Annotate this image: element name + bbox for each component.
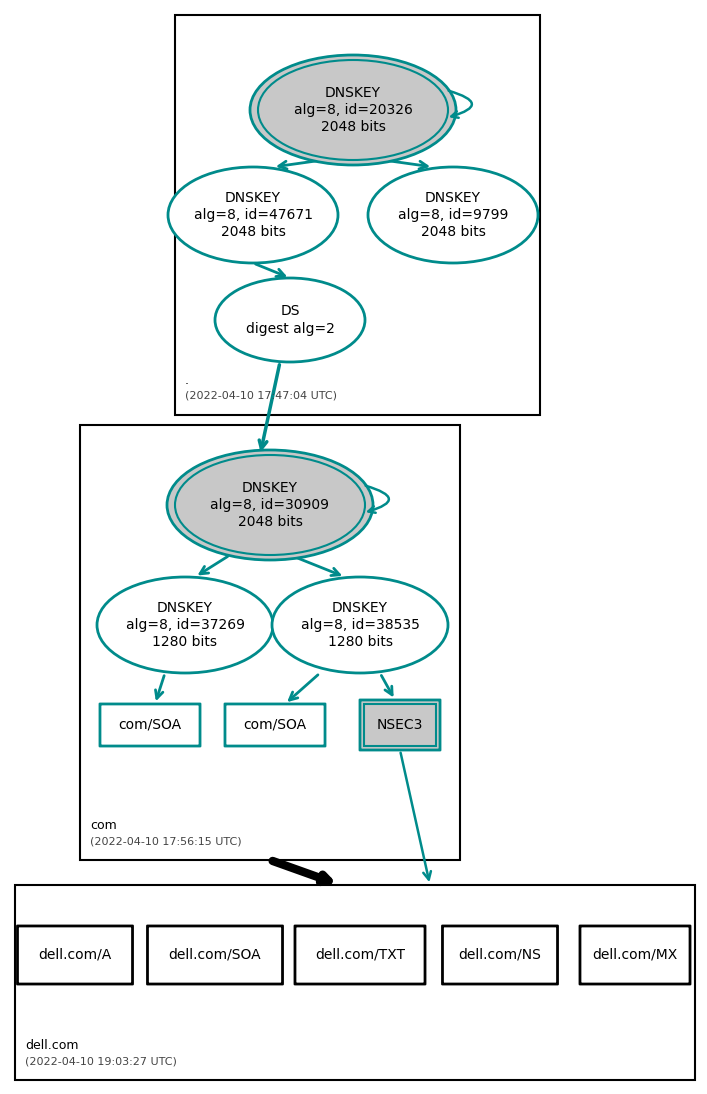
FancyBboxPatch shape (360, 700, 440, 750)
FancyBboxPatch shape (100, 703, 200, 746)
Text: com: com (90, 819, 117, 833)
Text: DNSKEY
alg=8, id=37269
1280 bits: DNSKEY alg=8, id=37269 1280 bits (126, 601, 245, 650)
Bar (15, 885, 695, 1080)
Text: dell.com: dell.com (25, 1039, 78, 1052)
FancyBboxPatch shape (295, 926, 425, 984)
Text: (2022-04-10 19:03:27 UTC): (2022-04-10 19:03:27 UTC) (25, 1056, 177, 1066)
Text: dell.com/A: dell.com/A (38, 948, 112, 962)
FancyBboxPatch shape (364, 705, 436, 746)
FancyBboxPatch shape (225, 703, 325, 746)
Text: DNSKEY
alg=8, id=30909
2048 bits: DNSKEY alg=8, id=30909 2048 bits (211, 480, 329, 529)
Text: DS
digest alg=2: DS digest alg=2 (245, 304, 334, 336)
Text: (2022-04-10 17:47:04 UTC): (2022-04-10 17:47:04 UTC) (185, 391, 337, 401)
Text: com/SOA: com/SOA (119, 718, 182, 732)
Ellipse shape (250, 55, 456, 165)
FancyBboxPatch shape (18, 926, 132, 984)
Text: DNSKEY
alg=8, id=38535
1280 bits: DNSKEY alg=8, id=38535 1280 bits (300, 601, 419, 650)
Ellipse shape (97, 577, 273, 673)
Text: dell.com/TXT: dell.com/TXT (315, 948, 405, 962)
Ellipse shape (272, 577, 448, 673)
FancyBboxPatch shape (580, 926, 690, 984)
Ellipse shape (258, 60, 448, 160)
Ellipse shape (167, 450, 373, 560)
Text: (2022-04-10 17:56:15 UTC): (2022-04-10 17:56:15 UTC) (90, 836, 242, 846)
FancyBboxPatch shape (443, 926, 558, 984)
Ellipse shape (175, 455, 365, 555)
Ellipse shape (215, 278, 365, 362)
Ellipse shape (168, 167, 338, 263)
Text: dell.com/MX: dell.com/MX (592, 948, 677, 962)
Text: NSEC3: NSEC3 (377, 718, 423, 732)
Text: DNSKEY
alg=8, id=20326
2048 bits: DNSKEY alg=8, id=20326 2048 bits (293, 85, 412, 135)
Text: dell.com/NS: dell.com/NS (459, 948, 542, 962)
Text: com/SOA: com/SOA (243, 718, 307, 732)
Text: dell.com/SOA: dell.com/SOA (169, 948, 262, 962)
Text: .: . (185, 374, 189, 387)
Ellipse shape (368, 167, 538, 263)
Bar (175, 15, 540, 415)
Text: DNSKEY
alg=8, id=47671
2048 bits: DNSKEY alg=8, id=47671 2048 bits (194, 190, 312, 240)
Text: DNSKEY
alg=8, id=9799
2048 bits: DNSKEY alg=8, id=9799 2048 bits (398, 190, 508, 240)
Bar (80, 424, 460, 860)
FancyBboxPatch shape (148, 926, 283, 984)
